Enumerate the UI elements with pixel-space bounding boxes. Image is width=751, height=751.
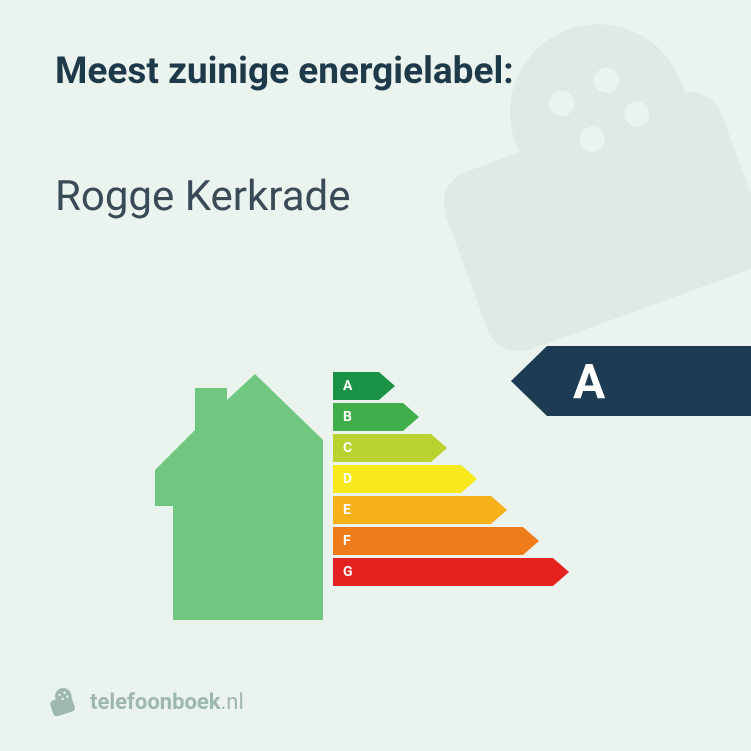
house-icon bbox=[155, 370, 330, 620]
energy-bar-label: D bbox=[343, 471, 352, 487]
energy-bar-label: C bbox=[343, 440, 352, 456]
energy-bar-label: G bbox=[343, 564, 353, 580]
location-name: Rogge Kerkrade bbox=[55, 172, 351, 221]
energy-bar-label: A bbox=[343, 378, 352, 394]
grade-pointer: A bbox=[511, 346, 751, 416]
footer-brand: telefoonboek.nl bbox=[90, 690, 244, 715]
energy-bar-e: E bbox=[333, 496, 751, 524]
footer-brand-tld: .nl bbox=[221, 690, 244, 715]
energy-bar-label: B bbox=[343, 409, 352, 425]
footer: telefoonboek.nl bbox=[48, 687, 244, 717]
energy-bar-c: C bbox=[333, 434, 751, 462]
grade-letter: A bbox=[547, 346, 751, 416]
energy-bar-f: F bbox=[333, 527, 751, 555]
footer-brand-name: telefoonboek bbox=[90, 690, 221, 715]
energy-bar-label: F bbox=[343, 533, 351, 549]
energy-bar-g: G bbox=[333, 558, 751, 586]
energy-bar-label: E bbox=[343, 502, 351, 518]
energy-bar-d: D bbox=[333, 465, 751, 493]
page-title: Meest zuinige energielabel: bbox=[55, 50, 514, 93]
footer-logo-icon bbox=[48, 687, 78, 717]
grade-pointer-tip bbox=[511, 346, 547, 416]
